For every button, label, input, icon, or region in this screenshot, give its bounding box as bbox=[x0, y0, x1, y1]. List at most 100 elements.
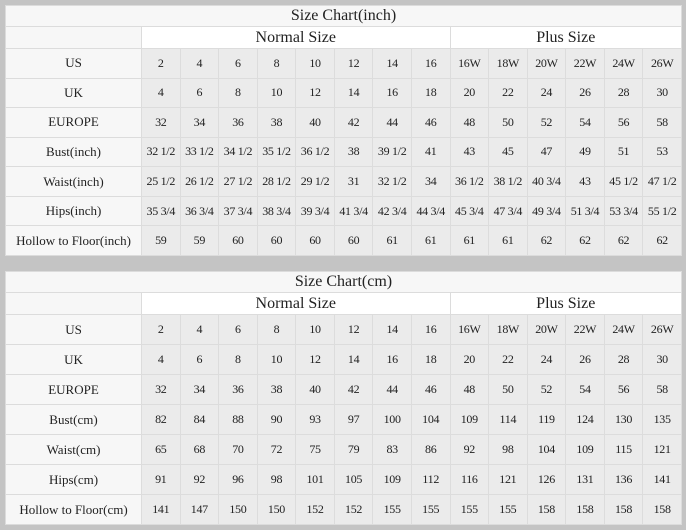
size-cell: 38 1/2 bbox=[488, 166, 528, 197]
size-cell: 48 bbox=[449, 107, 490, 138]
size-cell: 43 bbox=[449, 136, 490, 168]
size-cell: 62 bbox=[642, 225, 682, 256]
row-label: UK bbox=[5, 77, 142, 109]
size-cell: 121 bbox=[642, 434, 682, 465]
size-cell: 6 bbox=[218, 48, 258, 79]
size-cell: 28 bbox=[603, 344, 644, 375]
size-cell: 20 bbox=[449, 344, 490, 375]
size-cell: 26 bbox=[565, 344, 605, 375]
size-cell: 40 bbox=[295, 374, 335, 405]
size-cell: 36 3/4 bbox=[179, 195, 220, 227]
size-cell: 49 bbox=[565, 136, 605, 168]
size-cell: 43 bbox=[565, 166, 605, 197]
size-cell: 136 bbox=[603, 464, 644, 495]
table-row: Bust(inch) 32 1/2 33 1/2 34 1/2 35 1/2 36 1/2… bbox=[5, 136, 682, 168]
size-cell: 16 bbox=[372, 344, 412, 375]
size-cell: 14 bbox=[372, 314, 412, 345]
size-cell: 14 bbox=[333, 77, 374, 109]
size-cell: 24W bbox=[603, 48, 644, 79]
size-cell: 91 bbox=[141, 464, 181, 495]
size-cell: 75 bbox=[295, 434, 335, 465]
size-cell: 79 bbox=[333, 434, 374, 465]
size-cell: 2 bbox=[141, 48, 181, 79]
size-cell: 6 bbox=[179, 344, 220, 375]
size-cell: 41 3/4 bbox=[333, 195, 374, 227]
size-cell: 22W bbox=[565, 48, 605, 79]
size-cell: 12 bbox=[333, 48, 374, 79]
size-cell: 62 bbox=[526, 225, 567, 256]
row-label: US bbox=[5, 48, 142, 79]
size-cell: 4 bbox=[141, 77, 181, 109]
size-cell: 109 bbox=[565, 434, 605, 465]
table-row: Hollow to Floor(cm) 141 147 150 150 152 152 155… bbox=[5, 494, 682, 525]
size-cell: 119 bbox=[526, 404, 567, 435]
size-cell: 24 bbox=[526, 344, 567, 375]
size-cell: 115 bbox=[603, 434, 644, 465]
size-cell: 97 bbox=[333, 404, 374, 435]
size-cell: 31 bbox=[333, 166, 374, 197]
size-cell: 18W bbox=[488, 48, 528, 79]
row-label: Hips(inch) bbox=[5, 195, 142, 227]
table-row: Waist(cm) 65 68 70 72 75 79 83 86 92 98 104 109 115 12… bbox=[5, 434, 682, 465]
size-cell: 90 bbox=[256, 404, 297, 435]
group-normal-size: Normal Size bbox=[141, 26, 451, 49]
size-cell: 37 3/4 bbox=[218, 195, 258, 227]
size-cell: 38 bbox=[333, 136, 374, 168]
size-cell: 38 bbox=[256, 107, 297, 138]
size-cell: 30 bbox=[642, 344, 682, 375]
size-cell: 10 bbox=[295, 314, 335, 345]
size-cell: 121 bbox=[488, 464, 528, 495]
size-cell: 60 bbox=[218, 225, 258, 256]
size-cell: 32 bbox=[141, 374, 181, 405]
size-cell: 12 bbox=[295, 344, 335, 375]
corner-cell bbox=[5, 26, 142, 49]
size-cell: 12 bbox=[333, 314, 374, 345]
table-row: Hips(cm) 91 92 96 98 101 105 109 112 116 121 126 131… bbox=[5, 464, 682, 495]
size-cell: 109 bbox=[372, 464, 412, 495]
size-cell: 50 bbox=[488, 374, 528, 405]
size-cell: 34 bbox=[179, 107, 220, 138]
table-row: EUROPE 32 34 36 38 40 42 44 46 48 50 52 54 56 58 bbox=[5, 374, 682, 405]
size-cell: 124 bbox=[565, 404, 605, 435]
chart-title: Size Chart(inch) bbox=[5, 5, 682, 27]
size-cell: 82 bbox=[141, 404, 181, 435]
size-cell: 155 bbox=[410, 494, 451, 525]
size-cell: 58 bbox=[642, 107, 682, 138]
size-cell: 10 bbox=[256, 77, 297, 109]
table-row: Hips(inch) 35 3/4 36 3/4 37 3/4 38 3/4 39 3/4… bbox=[5, 195, 682, 227]
size-cell: 47 bbox=[526, 136, 567, 168]
size-cell: 36 1/2 bbox=[295, 136, 335, 168]
size-cell: 4 bbox=[179, 314, 220, 345]
size-cell: 14 bbox=[333, 344, 374, 375]
size-cell: 16W bbox=[449, 48, 490, 79]
row-label: Bust(inch) bbox=[5, 136, 142, 168]
size-cell: 88 bbox=[218, 404, 258, 435]
table-row: US 2 4 6 8 10 12 14 16 16W 18W 20W 22W 24W 26W bbox=[5, 48, 682, 79]
size-cell: 61 bbox=[449, 225, 490, 256]
size-cell: 158 bbox=[603, 494, 644, 525]
size-cell: 16W bbox=[449, 314, 490, 345]
table-row: UK 4 6 8 10 12 14 16 18 20 22 24 26 28 30 bbox=[5, 344, 682, 375]
size-cell: 62 bbox=[565, 225, 605, 256]
size-cell: 22 bbox=[488, 344, 528, 375]
size-cell: 28 1/2 bbox=[256, 166, 297, 197]
size-cell: 42 bbox=[333, 374, 374, 405]
size-cell: 33 1/2 bbox=[179, 136, 220, 168]
size-cell: 20 bbox=[449, 77, 490, 109]
table-row: UK 4 6 8 10 12 14 16 18 20 22 24 26 28 30 bbox=[5, 77, 682, 109]
size-cell: 38 bbox=[256, 374, 297, 405]
size-cell: 62 bbox=[603, 225, 644, 256]
size-cell: 59 bbox=[141, 225, 181, 256]
size-cell: 22 bbox=[488, 77, 528, 109]
size-cell: 8 bbox=[256, 314, 297, 345]
size-table: Size Chart(inch) Normal Size Plus Size US 2 4… bbox=[5, 5, 682, 256]
row-label: EUROPE bbox=[5, 374, 142, 405]
size-cell: 59 bbox=[179, 225, 220, 256]
size-cell: 83 bbox=[372, 434, 412, 465]
size-cell: 101 bbox=[295, 464, 335, 495]
size-table: Size Chart(cm) Normal Size Plus Size US 2 4 6 8… bbox=[5, 271, 682, 525]
size-cell: 55 1/2 bbox=[642, 195, 682, 227]
table-row: Waist(inch) 25 1/2 26 1/2 27 1/2 28 1/2 29 1/… bbox=[5, 166, 682, 197]
size-cell: 38 3/4 bbox=[256, 195, 297, 227]
table-row: Bust(cm) 82 84 88 90 93 97 100 104 109 114 119 124 13… bbox=[5, 404, 682, 435]
